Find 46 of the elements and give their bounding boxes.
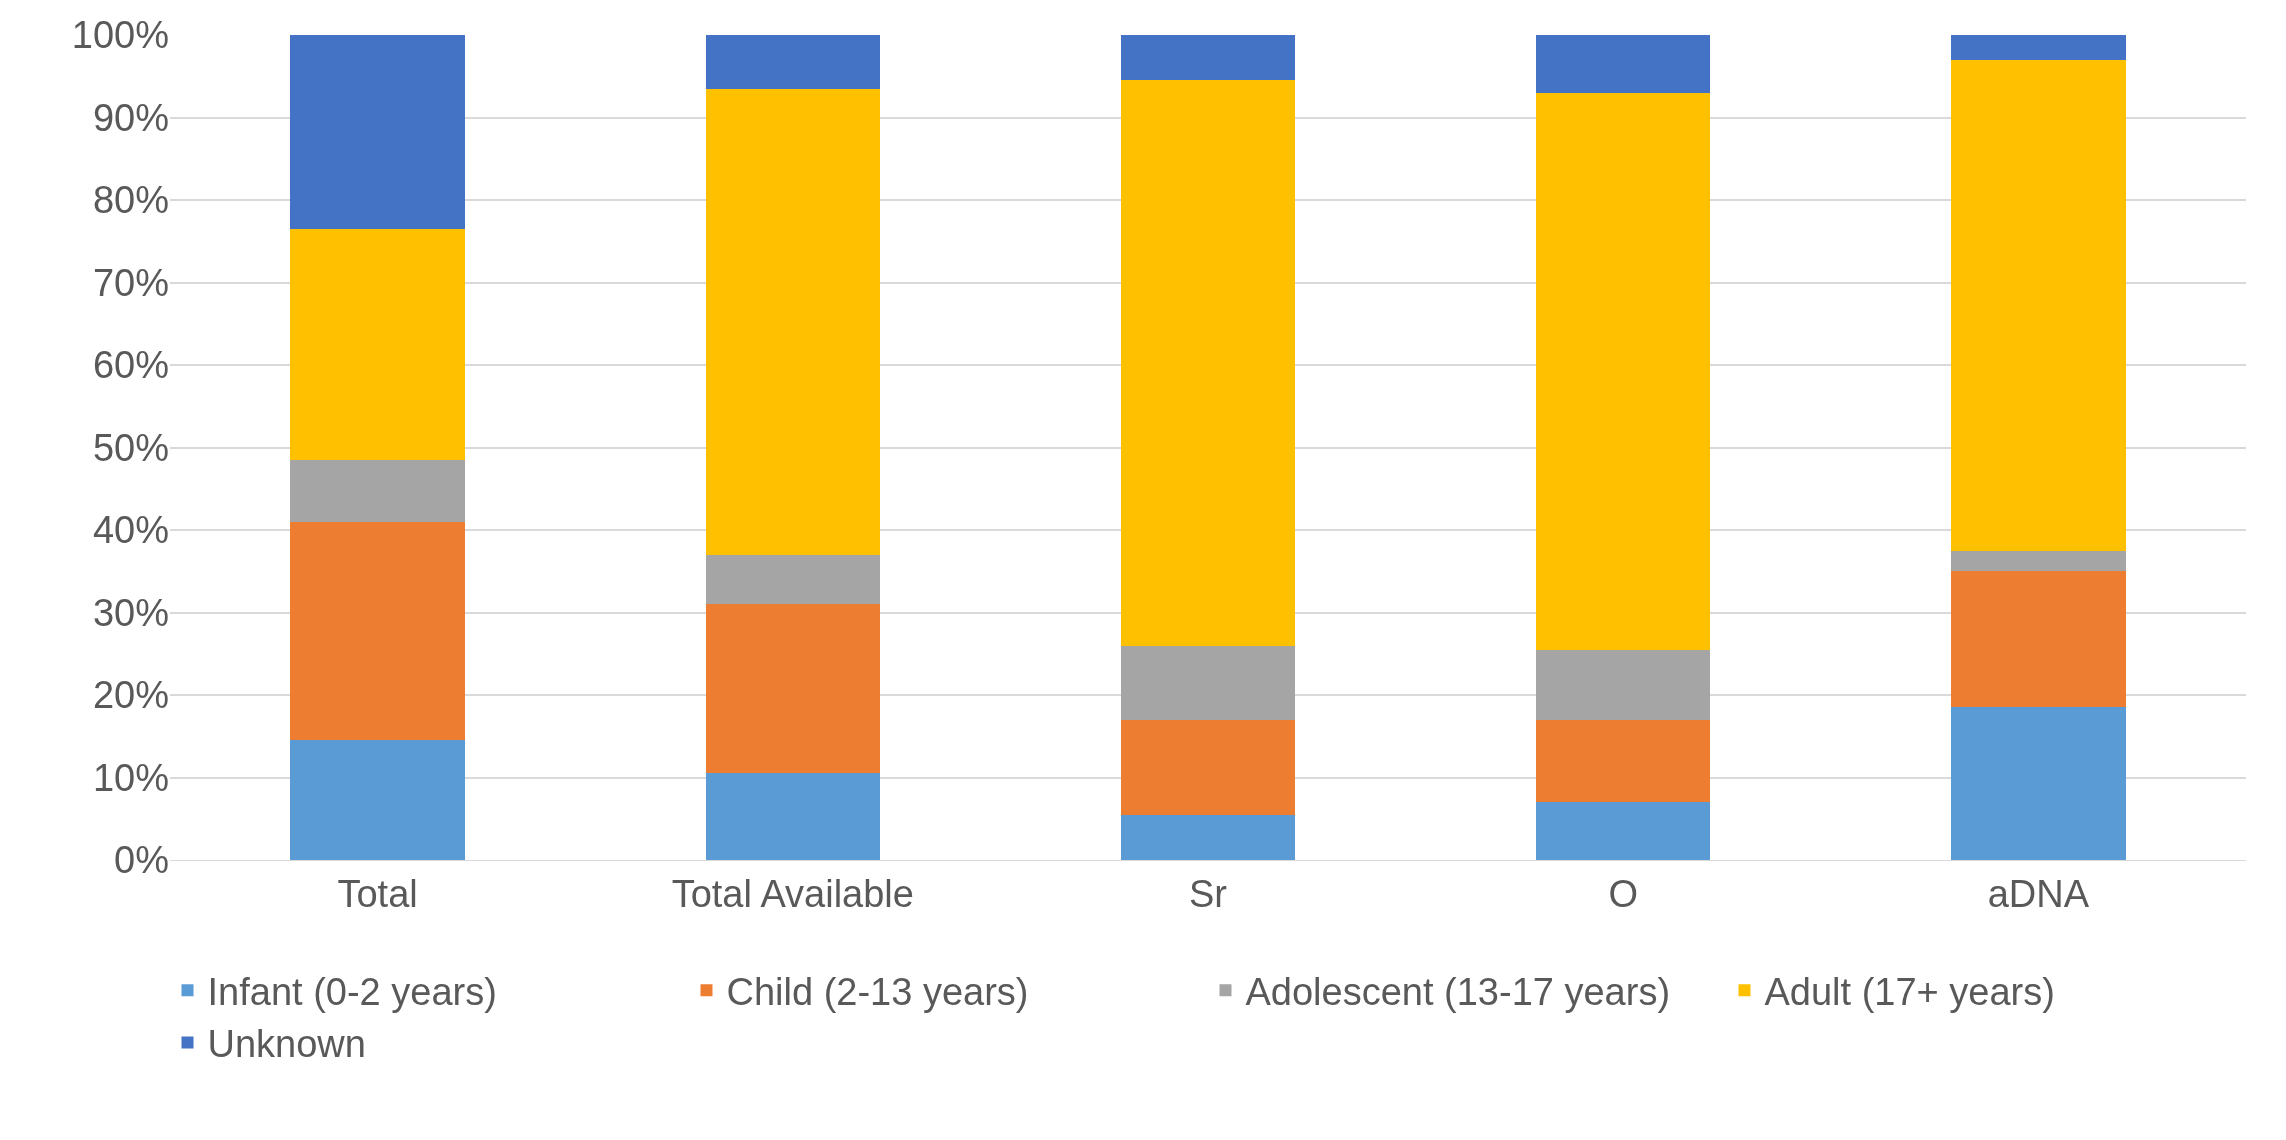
bar [290,740,465,860]
bar [290,228,465,460]
bar [1951,550,2126,572]
y-tick-label: 90% [92,96,169,139]
y-tick-label: 80% [92,179,169,222]
y-tick-label: 70% [92,261,169,304]
bar [705,773,880,860]
y-tick-label: 20% [92,674,169,717]
bar [1536,719,1711,803]
y-tick-label: 40% [92,509,169,552]
legend-label: Unknown [207,1023,366,1066]
bar [705,554,880,605]
bar [290,35,465,229]
bar [1951,59,2126,551]
bar [1951,707,2126,860]
legend-label: Adolescent (13-17 years) [1245,971,1671,1014]
bar [1951,35,2126,60]
bar [1120,814,1296,860]
bar [705,604,880,774]
bar [290,459,465,522]
bar [1536,92,1711,650]
legend-label: Infant (0-2 years) [207,971,497,1014]
bar [1120,35,1296,81]
y-tick-label: 100% [71,14,169,57]
bar [1120,645,1296,720]
bar [705,88,880,555]
bar [1120,719,1296,815]
bar [1536,802,1711,860]
bar [1120,80,1296,646]
y-tick-label: 50% [92,426,169,469]
legend-label: Adult (17+ years) [1764,971,2055,1014]
x-tick-label: aDNA [1987,872,2090,915]
x-tick-label: Total Available [671,872,914,915]
x-tick-label: Total [337,872,418,915]
y-tick-label: 0% [114,839,169,882]
x-tick-label: Sr [1189,872,1228,915]
bar [290,521,465,741]
bar [1536,35,1711,93]
y-tick-label: 10% [92,756,169,799]
bar [1951,571,2126,708]
x-tick-label: O [1608,872,1638,915]
legend-label: Child (2-13 years) [726,971,1029,1014]
bar [1536,649,1711,720]
y-tick-label: 60% [92,344,169,387]
bar [705,35,880,89]
y-tick-label: 30% [92,591,169,634]
